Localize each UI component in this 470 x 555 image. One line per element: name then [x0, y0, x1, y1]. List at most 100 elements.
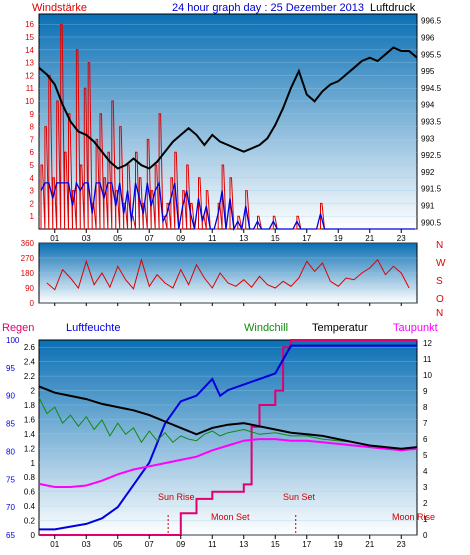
legend-taupunkt: Taupunkt: [393, 322, 438, 334]
y-tick-label-wind: 5: [30, 161, 35, 170]
x-tick-label: 23: [397, 540, 406, 549]
x-tick-label: 03: [82, 234, 91, 243]
y-tick-label-humidity: 65: [6, 531, 15, 540]
x-tick-label: 09: [176, 540, 185, 549]
y-tick-label-pressure: 991: [421, 201, 435, 210]
x-tick-label: 23: [397, 234, 406, 243]
x-tick-label: 19: [334, 234, 343, 243]
y-tick-label-temperature: 1: [423, 515, 428, 524]
wind-min-series: [40, 180, 415, 232]
annotation-sun-set: Sun Set: [283, 492, 316, 502]
x-tick-label: 05: [113, 540, 122, 549]
y-tick-label-pressure: 996.5: [421, 17, 442, 26]
y-tick-label-pressure: 993.5: [421, 118, 442, 127]
y-tick-label-humidity: 80: [6, 447, 15, 456]
y-tick-label-rain: 0: [31, 531, 36, 540]
x-tick-label: 13: [239, 540, 248, 549]
dewpoint-series: [38, 438, 418, 488]
y-tick-label-rain: 2.6: [24, 343, 36, 352]
y-tick-label-pressure: 995.5: [421, 50, 442, 59]
legend-temperatur: Temperatur: [312, 322, 368, 334]
y-tick-label-temperature: 3: [423, 483, 428, 492]
chart-title: 24 hour graph day : 25 Dezember 2013: [172, 2, 364, 14]
y-tick-label-wind: 11: [26, 84, 35, 93]
y-tick-label-wind: 8: [30, 123, 35, 132]
y-tick-label-rain: 2.2: [24, 372, 36, 381]
compass-label: S: [436, 276, 443, 287]
y-tick-label-temperature: 9: [423, 387, 428, 396]
y-tick-label-pressure: 990.5: [421, 218, 442, 227]
x-tick-label: 15: [271, 234, 280, 243]
compass-label: N: [436, 308, 443, 319]
y-tick-label-wind: 1: [30, 212, 35, 221]
compass-label: N: [436, 240, 443, 251]
compass-label: O: [436, 294, 444, 305]
y-tick-label-rain: 1: [31, 459, 36, 468]
y-tick-label-rain: 0.6: [24, 488, 36, 497]
x-tick-label: 21: [365, 234, 374, 243]
y-tick-label-direction: 180: [21, 269, 35, 278]
y-tick-label-rain: 2: [31, 387, 36, 396]
y-tick-label-rain: 0.2: [24, 517, 36, 526]
chart-marks: 12345678910111213141516990.5991991.59929…: [6, 17, 446, 549]
y-tick-label-wind: 3: [30, 187, 35, 196]
y-tick-label-wind: 7: [30, 135, 35, 144]
x-tick-label: 17: [302, 234, 311, 243]
y-tick-label-humidity: 85: [6, 420, 15, 429]
legend-regen: Regen: [2, 322, 34, 334]
y-tick-label-pressure: 994.5: [421, 84, 442, 93]
x-tick-label: 19: [334, 540, 343, 549]
y-tick-label-wind: 12: [25, 71, 34, 80]
y-tick-label-temperature: 7: [423, 419, 428, 428]
x-tick-label: 03: [82, 540, 91, 549]
y-tick-label-direction: 270: [21, 254, 35, 263]
y-tick-label-humidity: 90: [6, 392, 15, 401]
annotation-moon-set: Moon Set: [211, 512, 250, 522]
panel-bottom: [38, 339, 418, 536]
pressure-series: [38, 46, 418, 170]
x-tick-label: 09: [176, 234, 185, 243]
y-tick-label-wind: 2: [30, 199, 35, 208]
annotation-moon-rise: Moon Rise: [392, 512, 435, 522]
y-tick-label-temperature: 2: [423, 499, 428, 508]
y-tick-label-direction: 90: [25, 284, 34, 293]
x-tick-label: 17: [302, 540, 311, 549]
x-tick-label: 07: [145, 234, 154, 243]
legend-luftdruck: Luftdruck: [370, 2, 416, 14]
y-tick-label-rain: 1.8: [24, 401, 36, 410]
y-tick-label-temperature: 8: [423, 403, 428, 412]
windchill-series: [38, 397, 418, 450]
y-tick-label-pressure: 992: [421, 168, 435, 177]
y-tick-label-rain: 1.4: [24, 430, 36, 439]
x-tick-label: 21: [365, 540, 374, 549]
y-tick-label-rain: 1.6: [24, 415, 36, 424]
x-tick-label: 07: [145, 540, 154, 549]
humidity-series: [39, 344, 417, 531]
legend-windstaerke: Windstärke: [32, 2, 87, 14]
x-tick-label: 11: [208, 234, 217, 243]
y-tick-label-direction: 0: [30, 299, 35, 308]
y-tick-label-temperature: 5: [423, 451, 428, 460]
annotation-sun-rise: Sun Rise: [158, 492, 195, 502]
y-tick-label-temperature: 10: [423, 371, 432, 380]
y-tick-label-pressure: 992.5: [421, 151, 442, 160]
y-tick-label-humidity: 70: [6, 503, 15, 512]
y-tick-label-humidity: 95: [6, 364, 15, 373]
y-tick-label-humidity: 75: [6, 475, 15, 484]
y-tick-label-temperature: 0: [423, 531, 428, 540]
x-tick-label: 01: [50, 540, 59, 549]
y-tick-label-temperature: 6: [423, 435, 428, 444]
y-tick-label-rain: 0.8: [24, 473, 36, 482]
y-tick-label-wind: 13: [25, 59, 34, 68]
x-tick-label: 15: [271, 540, 280, 549]
y-tick-label-wind: 14: [25, 46, 34, 55]
y-tick-label-temperature: 12: [423, 339, 432, 348]
temperature-series: [38, 385, 418, 450]
y-tick-label-pressure: 995: [421, 67, 435, 76]
x-tick-label: 11: [208, 540, 217, 549]
x-tick-label: 05: [113, 234, 122, 243]
y-tick-label-wind: 10: [25, 97, 34, 106]
y-tick-label-wind: 16: [25, 20, 34, 29]
y-tick-label-pressure: 991.5: [421, 185, 442, 194]
